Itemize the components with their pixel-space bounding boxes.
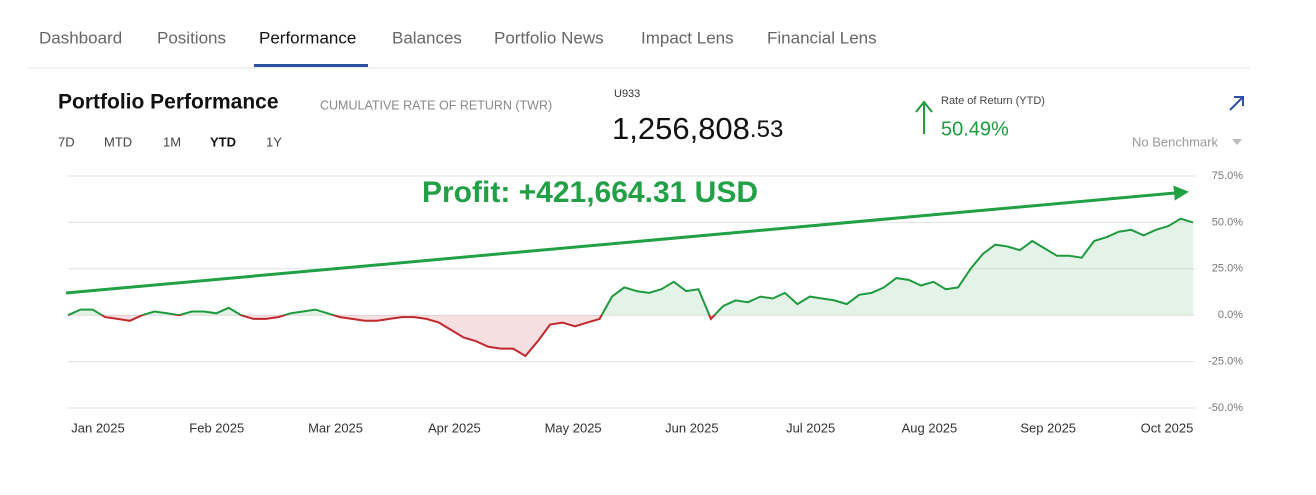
active-tab-underline [254, 64, 368, 67]
up-arrow [915, 100, 933, 134]
y-tick-label: 50.0% [1212, 216, 1243, 228]
period-button[interactable]: YTD [210, 134, 236, 149]
nav-tab[interactable]: Balances [392, 28, 462, 47]
nav-tab[interactable]: Dashboard [39, 28, 122, 47]
x-tick-label: Mar 2025 [308, 420, 363, 435]
subtitle: CUMULATIVE RATE OF RETURN (TWR) [320, 98, 552, 112]
x-tick-label: May 2025 [545, 420, 602, 435]
nav-tab[interactable]: Financial Lens [767, 28, 877, 47]
x-tick-label: Jan 2025 [71, 420, 125, 435]
nav-tab[interactable]: Performance [259, 28, 356, 47]
portfolio-value: 1,256,808.53 [612, 111, 783, 146]
account: U933 [614, 88, 640, 100]
value-main: 1,256,808 [612, 111, 750, 146]
dropdown-caret[interactable] [1232, 139, 1242, 145]
x-tick-label: Oct 2025 [1141, 420, 1194, 435]
x-tick-label: Sep 2025 [1020, 420, 1076, 435]
nav-tab[interactable]: Portfolio News [494, 28, 604, 47]
return-line [67, 217, 1194, 358]
y-tick-label: -50.0% [1208, 402, 1243, 414]
period-button[interactable]: 1M [163, 134, 181, 149]
x-tick-label: Jun 2025 [665, 420, 719, 435]
period-button[interactable]: 1Y [266, 134, 282, 149]
y-tick-label: 0.0% [1218, 309, 1243, 321]
rate: 50.49% [941, 118, 1009, 140]
trend-arrow [65, 185, 1189, 295]
x-tick-label: Aug 2025 [902, 420, 958, 435]
profit-annotation: Profit: +421,664.31 USD [422, 176, 758, 209]
nav-tab[interactable]: Impact Lens [641, 28, 734, 47]
y-tick-label: 25.0% [1212, 263, 1243, 275]
area-fill [68, 218, 1193, 356]
rate-label: Rate of Return (YTD) [941, 95, 1045, 107]
x-tick-label: Jul 2025 [786, 420, 835, 435]
y-tick-label: 75.0% [1212, 170, 1243, 182]
title: Portfolio Performance [58, 91, 279, 114]
nav-tab[interactable]: Positions [157, 28, 226, 47]
expand-icon[interactable] [1229, 96, 1244, 111]
benchmark-select[interactable]: No Benchmark [1132, 134, 1218, 149]
x-tick-label: Feb 2025 [189, 420, 244, 435]
period-button[interactable]: MTD [104, 134, 132, 149]
y-tick-label: -25.0% [1208, 356, 1243, 368]
x-tick-label: Apr 2025 [428, 420, 481, 435]
period-button[interactable]: 7D [58, 134, 75, 149]
value-cents: .53 [750, 116, 783, 143]
